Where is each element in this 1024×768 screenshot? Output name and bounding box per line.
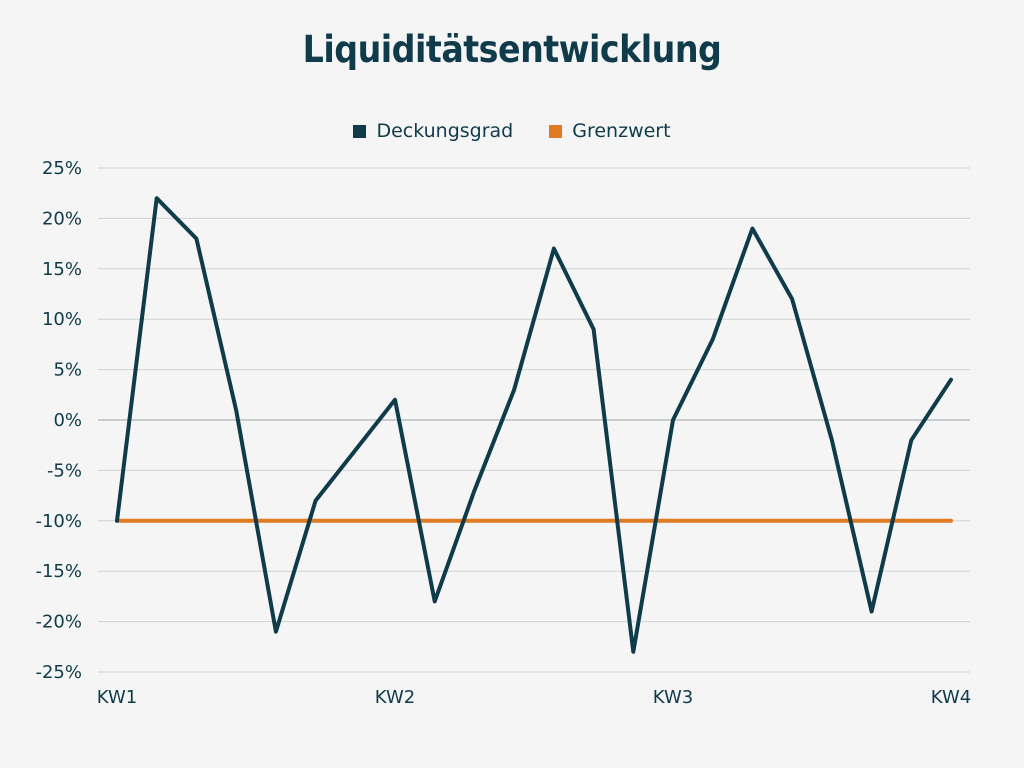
y-tick-label: -25%: [35, 662, 82, 683]
y-tick-label: -20%: [35, 612, 82, 633]
legend-label-grenzwert: Grenzwert: [572, 120, 671, 142]
y-tick-label: 25%: [42, 158, 82, 179]
y-tick-label: 15%: [42, 259, 82, 280]
legend-swatch-grenzwert: [549, 124, 563, 138]
chart-title: Liquiditätsentwicklung: [302, 28, 722, 71]
legend-swatch-deckungsgrad: [353, 124, 367, 138]
legend-label-deckungsgrad: Deckungsgrad: [376, 120, 514, 142]
y-tick-label: -10%: [35, 511, 82, 532]
y-tick-label: 5%: [53, 360, 82, 381]
x-tick-label: KW1: [97, 687, 137, 708]
x-tick-label: KW4: [931, 687, 971, 708]
grid-layer: [98, 167, 970, 673]
x-axis: KW1 KW2 KW3 KW4: [97, 687, 971, 708]
series-line-deckungsgrad: [115, 196, 953, 654]
y-tick-label: -15%: [35, 561, 82, 582]
chart-legend: Deckungsgrad Grenzwert: [0, 120, 1024, 142]
legend-item-deckungsgrad: Deckungsgrad: [353, 120, 513, 142]
x-tick-label: KW3: [653, 687, 693, 708]
series-layer: [115, 196, 953, 654]
y-tick-label: -5%: [47, 460, 82, 481]
y-tick-label: 20%: [42, 208, 82, 229]
legend-item-grenzwert: Grenzwert: [549, 120, 671, 142]
y-axis: 25% 20% 15% 10% 5% 0% -5% -10% -15% -20% -25%: [35, 158, 82, 683]
y-tick-label: 0%: [53, 410, 82, 431]
y-tick-label: 10%: [42, 309, 82, 330]
x-tick-label: KW2: [375, 687, 415, 708]
